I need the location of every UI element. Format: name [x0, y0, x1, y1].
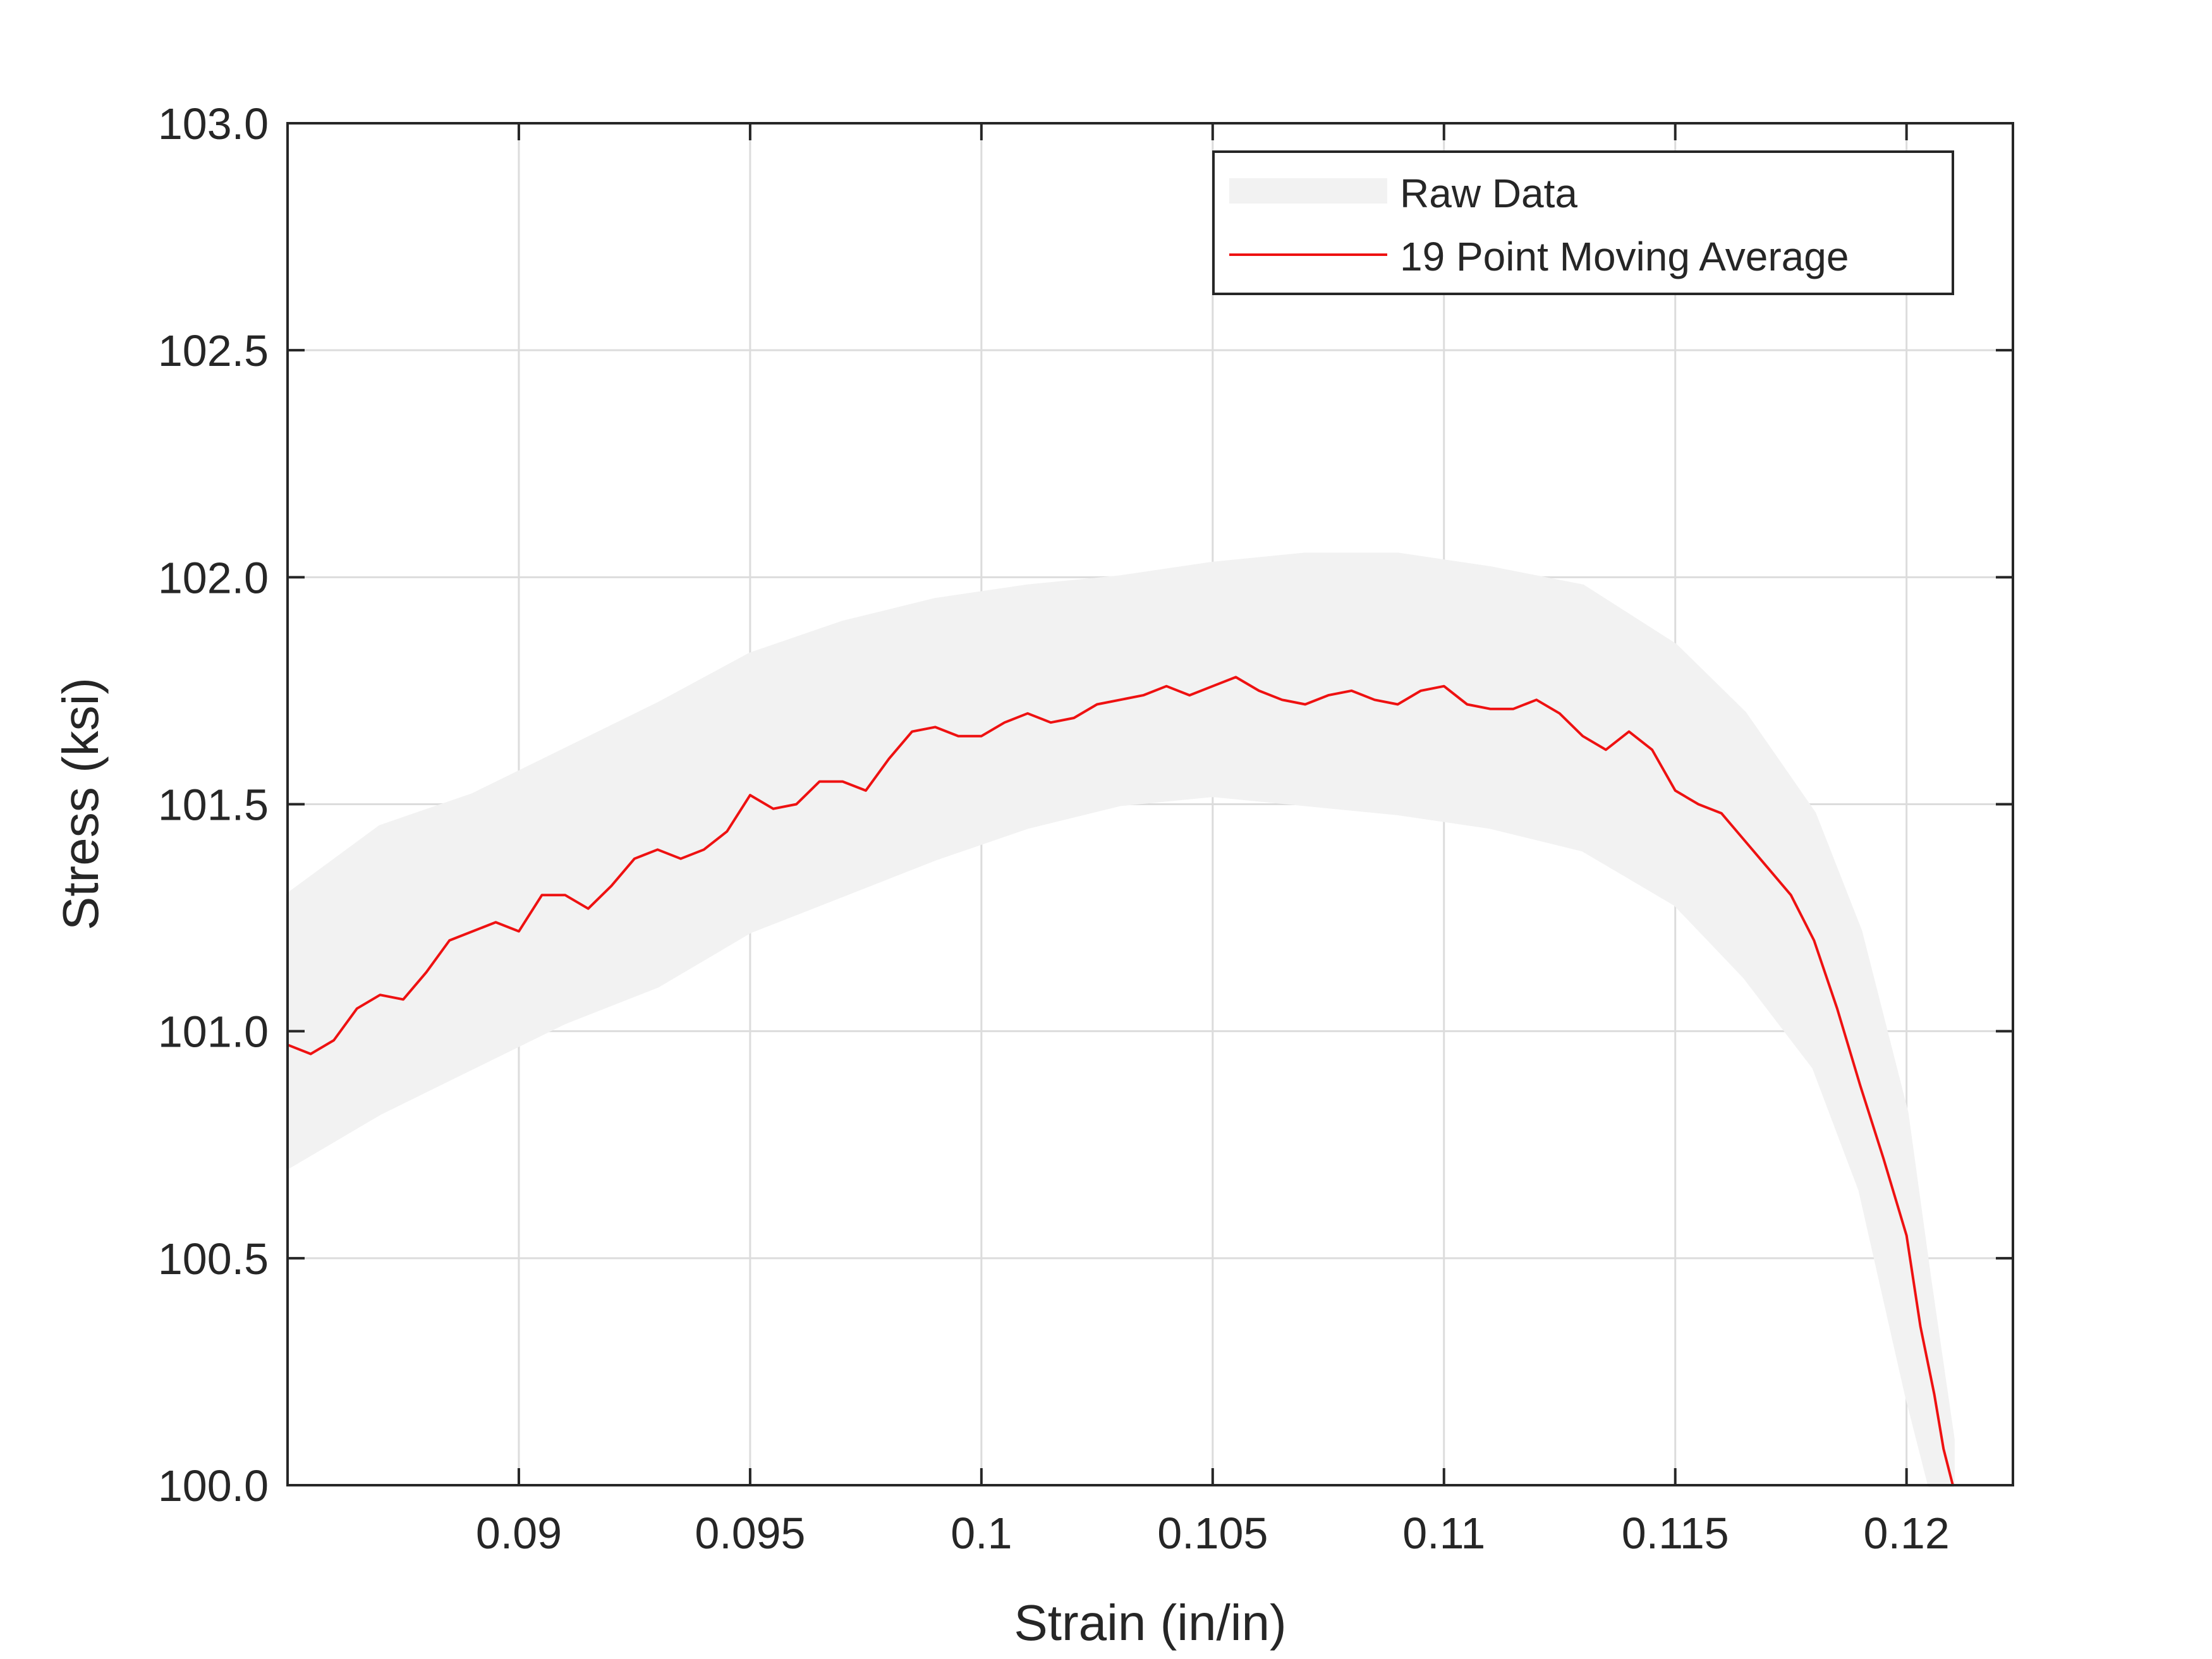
y-tick-label: 101.0	[158, 1007, 269, 1057]
y-tick-label: 100.0	[158, 1461, 269, 1510]
x-tick-label: 0.1	[951, 1509, 1012, 1558]
y-tick-label: 101.5	[158, 781, 269, 830]
legend-label-raw-data: Raw Data	[1400, 171, 1577, 216]
x-tick-label: 0.09	[476, 1509, 562, 1558]
x-tick-label: 0.095	[695, 1509, 805, 1558]
legend-swatch-raw-data	[1229, 178, 1387, 204]
y-tick-label: 100.5	[158, 1234, 269, 1284]
legend: Raw Data 19 Point Moving Average	[1212, 150, 1954, 295]
x-tick-label: 0.12	[1864, 1509, 1950, 1558]
legend-box	[1212, 150, 1954, 295]
legend-label-moving-average: 19 Point Moving Average	[1400, 234, 1849, 279]
y-tick-label: 103.0	[158, 99, 269, 149]
y-tick-label: 102.0	[158, 553, 269, 602]
x-axis-label: Strain (in/in)	[1014, 1595, 1286, 1651]
x-tick-label: 0.11	[1402, 1509, 1485, 1558]
moving-average-series	[287, 676, 1954, 1486]
moving-average-line	[287, 676, 1954, 1486]
axis-ticks	[288, 122, 2013, 1486]
y-axis-label: Stress (ksi)	[52, 678, 109, 930]
y-tick-label: 102.5	[158, 326, 269, 375]
x-tick-labels: 0.09 0.095 0.1 0.105 0.11 0.115 0.12	[476, 1509, 1950, 1558]
x-tick-label: 0.105	[1157, 1509, 1268, 1558]
x-tick-label: 0.115	[1622, 1509, 1729, 1558]
y-tick-labels: 100.0 100.5 101.0 101.5 102.0 102.5 103.0	[158, 99, 269, 1510]
